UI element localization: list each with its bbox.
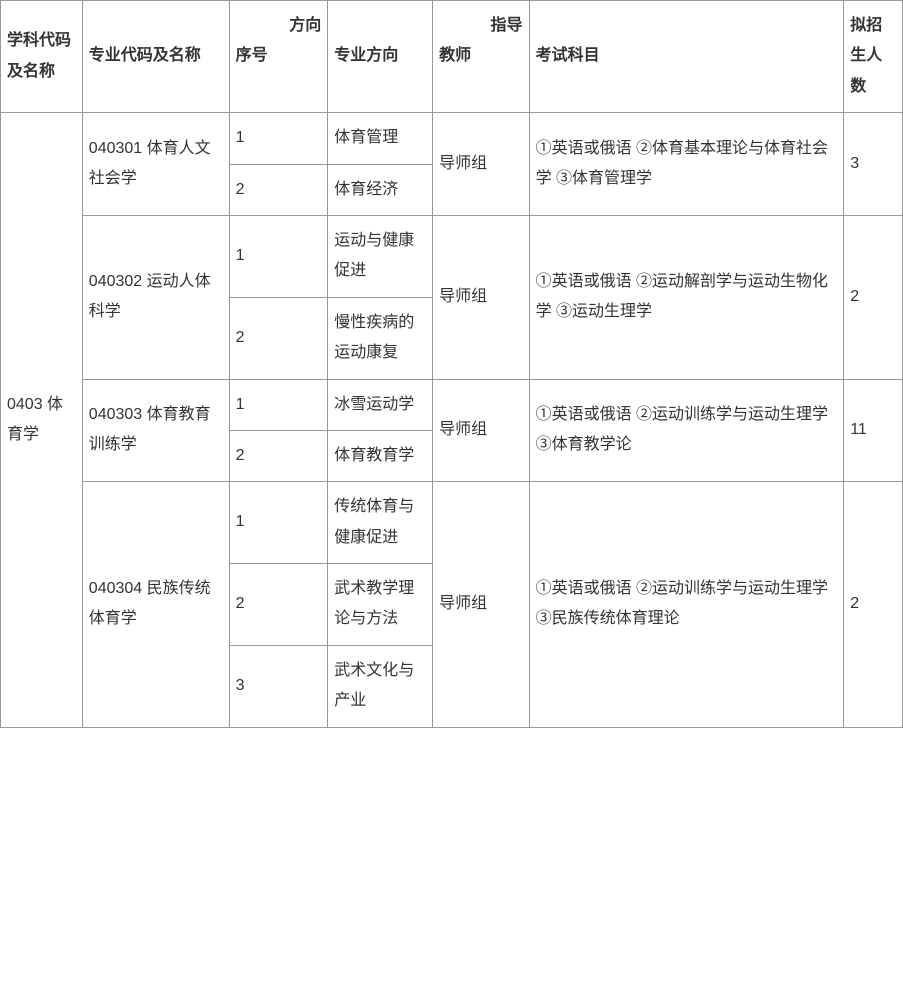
admissions-table: 学科代码及名称 专业代码及名称 方向 序号 专业方向 指导 教师 考试科目 拟招… (0, 0, 903, 728)
direction-cell: 运动与健康促进 (328, 215, 433, 297)
direction-cell: 武术教学理论与方法 (328, 564, 433, 646)
header-seq-bottom: 序号 (236, 41, 322, 71)
header-advisor: 指导 教师 (433, 1, 529, 113)
advisor-cell: 导师组 (433, 379, 529, 482)
table-row: 040303 体育教育训练学 1 冰雪运动学 导师组 ①英语或俄语 ②运动训练学… (1, 379, 903, 430)
seq-cell: 1 (229, 113, 328, 164)
table-body: 0403 体育学 040301 体育人文社会学 1 体育管理 导师组 ①英语或俄… (1, 113, 903, 727)
direction-cell: 传统体育与健康促进 (328, 482, 433, 564)
exam-cell: ①英语或俄语 ②运动解剖学与运动生物化学 ③运动生理学 (529, 215, 844, 379)
enroll-cell: 3 (844, 113, 903, 216)
direction-cell: 冰雪运动学 (328, 379, 433, 430)
seq-cell: 1 (229, 482, 328, 564)
exam-cell: ①英语或俄语 ②运动训练学与运动生理学 ③民族传统体育理论 (529, 482, 844, 727)
major-cell: 040303 体育教育训练学 (82, 379, 229, 482)
direction-cell: 体育管理 (328, 113, 433, 164)
header-seq: 方向 序号 (229, 1, 328, 113)
header-discipline: 学科代码及名称 (1, 1, 83, 113)
header-seq-top: 方向 (236, 11, 322, 41)
header-enroll: 拟招生人数 (844, 1, 903, 113)
major-cell: 040302 运动人体科学 (82, 215, 229, 379)
exam-cell: ①英语或俄语 ②运动训练学与运动生理学 ③体育教学论 (529, 379, 844, 482)
seq-cell: 1 (229, 379, 328, 430)
seq-cell: 2 (229, 164, 328, 215)
table-row: 040304 民族传统体育学 1 传统体育与健康促进 导师组 ①英语或俄语 ②运… (1, 482, 903, 564)
seq-cell: 2 (229, 297, 328, 379)
header-advisor-bottom: 教师 (439, 41, 522, 71)
seq-cell: 2 (229, 430, 328, 481)
header-advisor-top: 指导 (439, 11, 522, 41)
enroll-cell: 2 (844, 215, 903, 379)
advisor-cell: 导师组 (433, 113, 529, 216)
table-row: 040302 运动人体科学 1 运动与健康促进 导师组 ①英语或俄语 ②运动解剖… (1, 215, 903, 297)
enroll-cell: 11 (844, 379, 903, 482)
table-row: 0403 体育学 040301 体育人文社会学 1 体育管理 导师组 ①英语或俄… (1, 113, 903, 164)
major-cell: 040301 体育人文社会学 (82, 113, 229, 216)
header-direction: 专业方向 (328, 1, 433, 113)
enroll-cell: 2 (844, 482, 903, 727)
seq-cell: 1 (229, 215, 328, 297)
exam-cell: ①英语或俄语 ②体育基本理论与体育社会学 ③体育管理学 (529, 113, 844, 216)
header-exam: 考试科目 (529, 1, 844, 113)
direction-cell: 体育经济 (328, 164, 433, 215)
advisor-cell: 导师组 (433, 482, 529, 727)
major-cell: 040304 民族传统体育学 (82, 482, 229, 727)
advisor-cell: 导师组 (433, 215, 529, 379)
seq-cell: 2 (229, 564, 328, 646)
discipline-cell: 0403 体育学 (1, 113, 83, 727)
seq-cell: 3 (229, 645, 328, 727)
direction-cell: 武术文化与产业 (328, 645, 433, 727)
direction-cell: 慢性疾病的运动康复 (328, 297, 433, 379)
header-major: 专业代码及名称 (82, 1, 229, 113)
table-header-row: 学科代码及名称 专业代码及名称 方向 序号 专业方向 指导 教师 考试科目 拟招… (1, 1, 903, 113)
direction-cell: 体育教育学 (328, 430, 433, 481)
